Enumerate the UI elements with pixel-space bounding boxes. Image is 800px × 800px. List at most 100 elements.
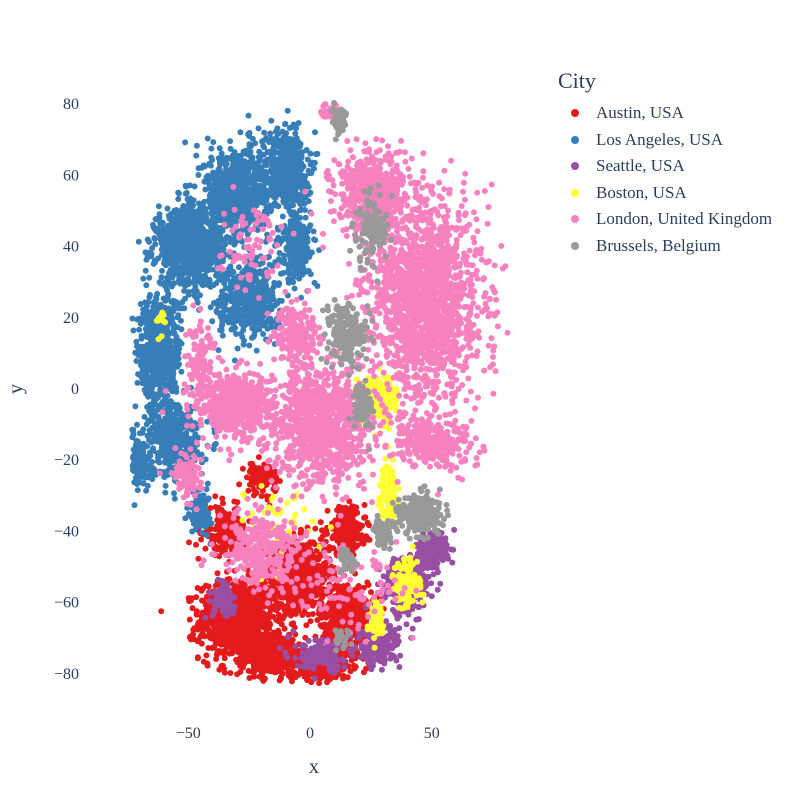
data-point [263,481,270,488]
data-point [345,602,352,609]
data-point [200,162,207,169]
data-point [223,154,230,161]
data-point [205,245,212,251]
data-point [209,201,216,208]
data-point [203,280,210,287]
data-point [191,183,198,190]
data-point [196,200,202,207]
data-point [193,608,200,615]
data-point [287,595,294,602]
data-point [193,142,200,149]
data-point [214,570,221,577]
data-point [295,605,302,612]
data-point [187,195,194,202]
data-point [351,662,357,669]
data-point [278,601,285,608]
data-point [186,616,193,623]
data-point [214,525,221,531]
data-point [226,197,233,204]
data-point [206,192,213,199]
data-point [197,633,204,640]
data-point [186,245,193,252]
data-point [220,650,227,657]
data-point [258,649,264,656]
data-point [191,278,197,285]
data-point [209,228,216,235]
data-point [191,271,197,278]
data-point [272,602,279,608]
data-point [183,189,190,196]
data-point [332,613,339,620]
data-point [348,521,355,527]
data-point [207,635,214,642]
data-point [281,612,288,619]
data-point [247,603,254,610]
data-point [255,603,262,610]
data-point [360,617,367,624]
data-point [181,233,188,240]
data-point [172,271,179,277]
data-point [303,559,310,566]
data-point [240,662,247,669]
data-point [195,165,202,172]
data-point [236,481,243,488]
data-point [245,598,252,605]
data-point [344,509,351,516]
data-point [274,580,281,587]
data-point [244,474,250,481]
data-point [195,172,202,178]
data-point [155,215,162,221]
data-point [182,139,189,146]
data-point [309,611,316,617]
data-point [211,182,218,189]
data-point [190,202,197,209]
data-point [171,247,178,254]
data-point [245,590,252,597]
data-point [216,145,223,152]
data-point [158,608,165,615]
data-point [245,112,252,119]
data-point [186,207,193,214]
data-point [366,522,372,529]
data-point [216,666,223,673]
data-point [193,262,200,269]
data-point [202,545,209,552]
data-point [216,534,223,541]
data-point [210,237,217,244]
data-point [361,502,368,508]
data-point [203,268,210,274]
data-point [321,610,328,617]
data-point [221,669,228,676]
data-point [204,626,211,633]
data-point [236,157,243,164]
data-point [219,193,226,200]
data-point [237,129,244,136]
data-point [242,641,249,648]
data-point [255,454,262,461]
data-point [330,545,337,552]
data-point [260,659,267,666]
data-point [219,495,226,502]
data-point [260,631,267,638]
data-point [227,649,234,656]
data-point [277,594,284,601]
data-point [246,143,253,150]
data-point [212,493,219,500]
data-point [249,618,255,625]
data-point [299,572,306,579]
data-point [217,620,224,627]
data-point [182,260,189,267]
data-point [235,649,242,656]
data-point [291,609,298,616]
data-point [194,655,201,662]
data-point [270,578,277,585]
data-point [200,213,207,220]
data-point [175,196,182,202]
data-point [189,605,196,612]
data-point [299,612,306,618]
data-point [247,159,254,166]
data-point [233,585,240,592]
data-point [262,580,268,586]
data-point [213,656,220,662]
data-point [288,669,295,676]
